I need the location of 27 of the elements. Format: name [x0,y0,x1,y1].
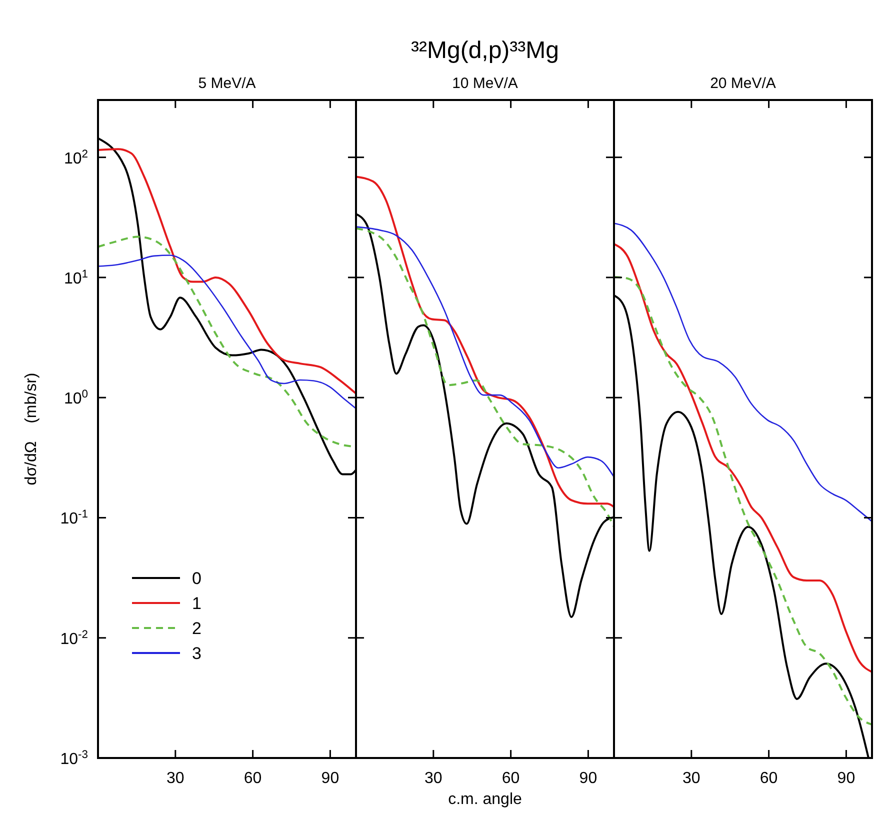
y-tick-label: 10$^{-1}$ [60,508,88,528]
line-series [98,254,356,410]
y-tick-label: 10$^{0}$ [64,388,88,408]
x-tick-label: 60 [760,770,778,787]
x-tick-label: 90 [579,770,598,787]
x-tick-label: 90 [837,770,856,787]
x-tick-label: 90 [321,770,340,787]
chart-subtitle: 20 MeV/A [710,75,776,92]
chart-title: ³²Mg(d,p)³³Mg [411,37,559,64]
x-tick-label: 30 [682,770,700,787]
legend-label: 1 [192,594,202,613]
x-tick-label: 60 [502,770,520,787]
y-axis-title: dσ/dΩ (mb/sr) [23,372,40,486]
legend-label: 3 [192,644,202,663]
y-tick-label: 10$^{2}$ [64,148,88,168]
y-tick-label: 10$^{1}$ [64,268,88,288]
legend-label: 0 [192,569,202,588]
chart-subtitle: 5 MeV/A [198,75,256,92]
x-tick-label: 30 [166,770,184,787]
line-series [98,148,356,395]
x-axis-title: c.m. angle [448,791,522,808]
legend-label: 2 [192,619,202,638]
x-tick-label: 30 [424,770,442,787]
y-tick-label: 10$^{-2}$ [60,628,88,648]
x-tick-label: 60 [244,770,262,787]
chart-subtitle: 10 MeV/A [452,75,518,92]
y-tick-label: 10$^{-3}$ [60,749,88,768]
